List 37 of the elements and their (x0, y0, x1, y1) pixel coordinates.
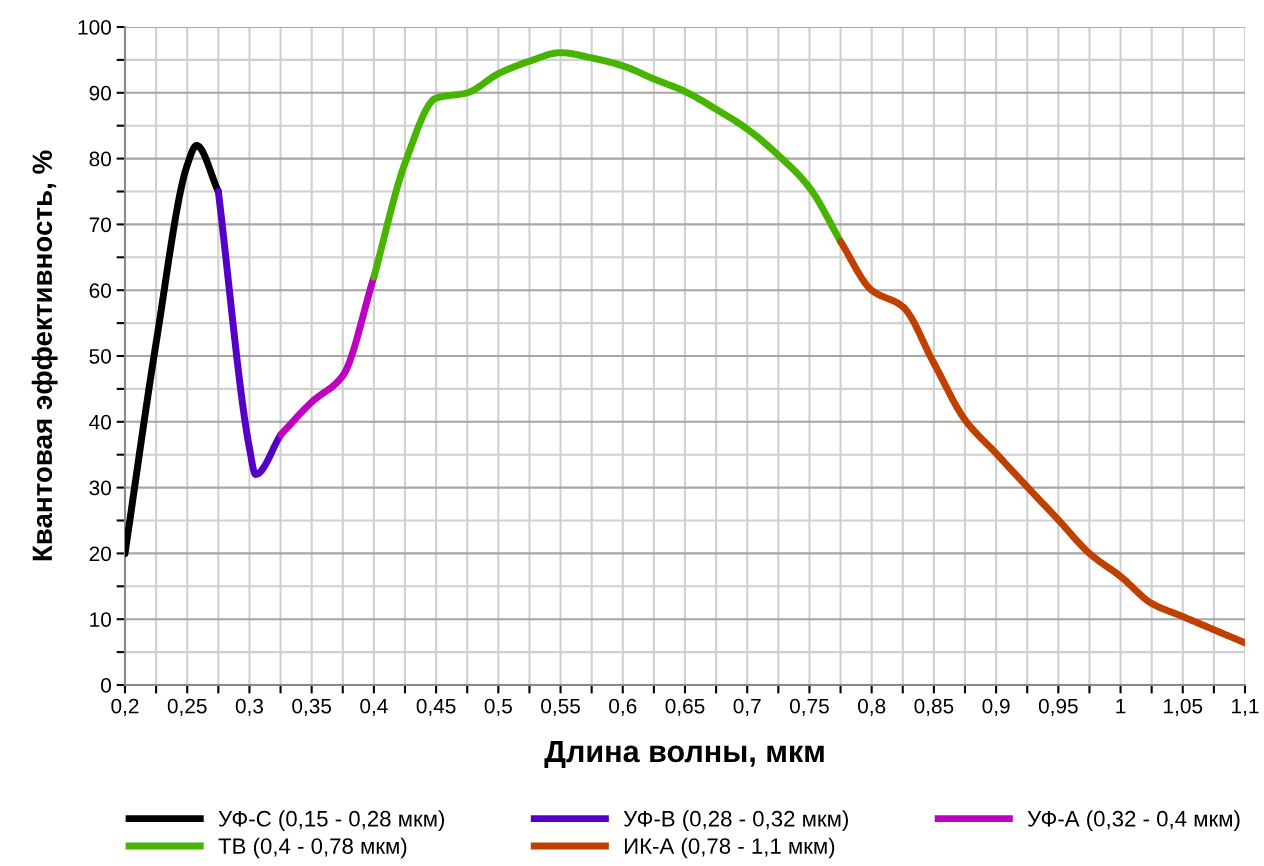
legend-label: УФ-А (0,32 - 0,4 мкм) (1027, 810, 1240, 831)
y-tick-label: 60 (89, 283, 111, 298)
y-tick-label: 70 (89, 217, 111, 233)
x-tick-label: 0,6 (609, 698, 637, 716)
x-tick-label: 0,55 (541, 698, 580, 716)
legend-label: ИК-А (0,78 - 1,1 мкм) (624, 837, 835, 859)
x-tick-label: 0,35 (292, 698, 332, 716)
y-tick-label: 80 (89, 151, 111, 167)
x-tick-label: 0,45 (416, 698, 456, 716)
y-tick-label: 90 (89, 85, 111, 101)
x-tick-label: 0,8 (858, 698, 886, 716)
x-tick-label: 0,85 (914, 698, 954, 716)
x-tick-label: 0,4 (360, 698, 388, 716)
x-tick-label: 0,7 (733, 698, 761, 716)
x-tick-label: 1 (1116, 698, 1126, 714)
x-tick-label: 0,95 (1038, 698, 1078, 716)
y-tick-label: 50 (89, 349, 111, 364)
x-tick-label: 0,9 (982, 698, 1010, 716)
x-tick-label: 1,05 (1164, 698, 1203, 716)
x-tick-label: 1,1 (1232, 698, 1259, 716)
x-axis-title: Длина волны, мкм (544, 740, 824, 769)
x-tick-label: 0,65 (665, 698, 705, 716)
x-tick-label: 0,5 (484, 698, 512, 716)
y-tick-label: 100 (78, 20, 111, 35)
y-tick-label: 10 (90, 612, 111, 627)
x-tick-label: 0,2 (111, 698, 139, 716)
legend-label: УФ-В (0,28 - 0,32 мкм) (623, 810, 848, 831)
legend-label: УФ-С (0,15 - 0,28 мкм) (218, 810, 445, 831)
y-axis-title: Квантовая эффективность, % (31, 150, 58, 561)
legend-label: ТВ (0,4 - 0,78 мкм) (218, 837, 407, 859)
x-tick-label: 0,3 (235, 698, 264, 716)
x-tick-label: 0,25 (167, 698, 207, 716)
y-tick-label: 0 (101, 678, 111, 693)
x-tick-label: 0,75 (789, 698, 829, 716)
y-tick-label: 40 (89, 414, 111, 430)
y-tick-label: 30 (89, 480, 111, 496)
y-tick-label: 20 (89, 546, 111, 562)
